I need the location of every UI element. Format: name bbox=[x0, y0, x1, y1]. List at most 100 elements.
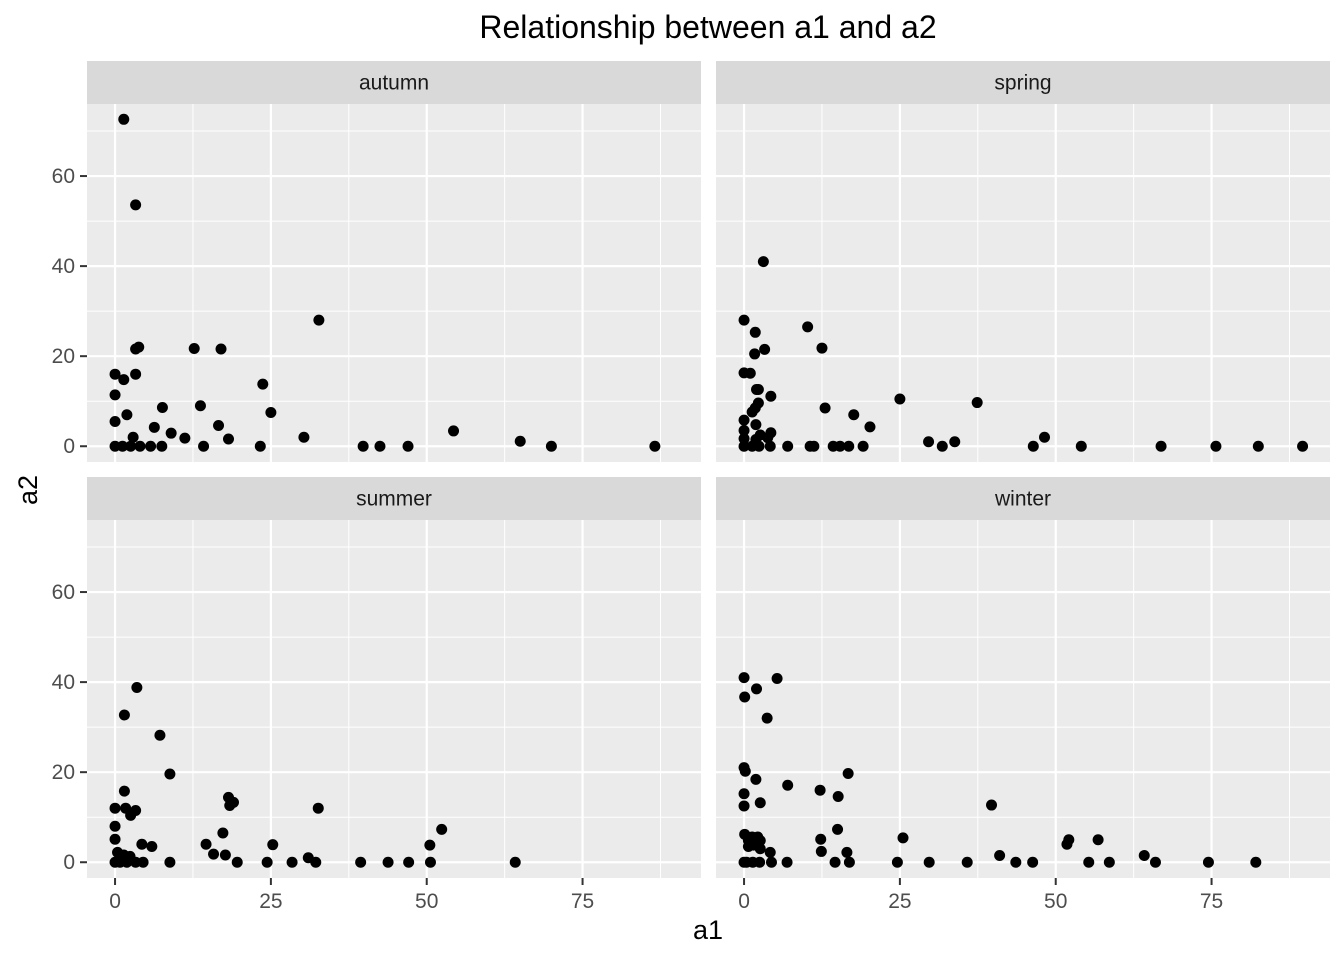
data-point bbox=[816, 342, 828, 354]
data-point bbox=[118, 785, 130, 797]
data-point bbox=[808, 440, 820, 452]
data-point bbox=[738, 788, 750, 800]
data-point bbox=[298, 431, 310, 443]
data-point bbox=[815, 845, 827, 857]
data-point bbox=[545, 440, 557, 452]
data-point bbox=[136, 838, 148, 850]
data-point bbox=[738, 433, 750, 445]
data-point bbox=[134, 440, 146, 452]
data-point bbox=[148, 421, 160, 433]
data-point bbox=[894, 393, 906, 405]
data-point bbox=[649, 440, 661, 452]
data-point bbox=[765, 856, 777, 868]
data-point bbox=[223, 433, 235, 445]
data-point bbox=[1027, 856, 1039, 868]
data-point bbox=[227, 796, 239, 808]
data-point bbox=[1027, 440, 1039, 452]
data-point bbox=[1103, 856, 1115, 868]
x-axis-title: a1 bbox=[693, 915, 723, 945]
data-point bbox=[752, 383, 764, 395]
data-point bbox=[355, 856, 367, 868]
y-tick-label: 0 bbox=[63, 851, 75, 874]
data-point bbox=[923, 856, 935, 868]
data-point bbox=[131, 682, 143, 694]
facet-strip-label: spring bbox=[994, 72, 1051, 95]
data-point bbox=[145, 440, 157, 452]
data-point bbox=[751, 683, 763, 695]
data-point bbox=[254, 440, 266, 452]
data-point bbox=[754, 843, 766, 855]
data-point bbox=[1092, 834, 1104, 846]
data-point bbox=[509, 856, 521, 868]
data-point bbox=[133, 341, 145, 353]
data-point bbox=[891, 856, 903, 868]
data-point bbox=[208, 848, 220, 860]
y-tick-label: 60 bbox=[52, 165, 75, 188]
data-point bbox=[156, 402, 168, 414]
data-point bbox=[782, 440, 794, 452]
data-point bbox=[1083, 856, 1095, 868]
data-point bbox=[198, 440, 210, 452]
data-point bbox=[125, 809, 137, 821]
panel-background bbox=[87, 104, 701, 462]
data-point bbox=[109, 368, 121, 380]
data-point bbox=[750, 773, 762, 785]
data-point bbox=[121, 856, 133, 868]
data-point bbox=[1075, 440, 1087, 452]
data-point bbox=[814, 784, 826, 796]
data-point bbox=[514, 435, 526, 447]
facet-panel-autumn: autumn 0 20 40 60 bbox=[52, 61, 701, 462]
data-point bbox=[448, 425, 460, 437]
data-point bbox=[121, 409, 133, 421]
data-point bbox=[118, 374, 130, 386]
data-point bbox=[765, 390, 777, 402]
data-point bbox=[829, 856, 841, 868]
y-tick-label: 40 bbox=[52, 671, 75, 694]
y-tick-label: 60 bbox=[52, 581, 75, 604]
data-point bbox=[265, 406, 277, 418]
data-point bbox=[1210, 440, 1222, 452]
data-point bbox=[137, 856, 149, 868]
data-point bbox=[313, 314, 325, 326]
y-tick-label: 0 bbox=[63, 435, 75, 458]
y-tick-label: 20 bbox=[52, 345, 75, 368]
data-point bbox=[759, 343, 771, 355]
data-point bbox=[750, 419, 762, 431]
data-point bbox=[127, 431, 139, 443]
y-tick-label: 40 bbox=[52, 255, 75, 278]
facet-strip-label: winter bbox=[994, 488, 1051, 511]
facet-strip bbox=[716, 477, 1330, 520]
data-point bbox=[746, 406, 758, 418]
data-point bbox=[744, 367, 756, 379]
data-point bbox=[764, 440, 776, 452]
data-point bbox=[815, 833, 827, 845]
data-point bbox=[782, 779, 794, 791]
data-point bbox=[154, 729, 166, 741]
x-tick-label: 0 bbox=[109, 890, 121, 913]
data-point bbox=[923, 436, 935, 448]
data-point bbox=[771, 673, 783, 685]
data-point bbox=[832, 790, 844, 802]
data-point bbox=[257, 378, 269, 390]
data-point bbox=[286, 856, 298, 868]
data-point bbox=[130, 199, 142, 211]
data-point bbox=[109, 820, 121, 832]
data-point bbox=[1155, 440, 1167, 452]
data-point bbox=[971, 397, 983, 409]
data-point bbox=[857, 440, 869, 452]
data-point bbox=[164, 856, 176, 868]
data-point bbox=[156, 440, 168, 452]
data-point bbox=[374, 440, 386, 452]
data-point bbox=[109, 389, 121, 401]
data-point bbox=[961, 856, 973, 868]
data-point bbox=[188, 343, 200, 355]
data-point bbox=[757, 256, 769, 268]
x-tick-label: 0 bbox=[738, 890, 750, 913]
facet-panel-summer: summer 0 20 40 60 0 25 50 75 bbox=[52, 477, 701, 913]
data-point bbox=[738, 314, 750, 326]
data-point bbox=[754, 797, 766, 809]
data-point bbox=[165, 427, 177, 439]
panel-background bbox=[716, 520, 1330, 878]
